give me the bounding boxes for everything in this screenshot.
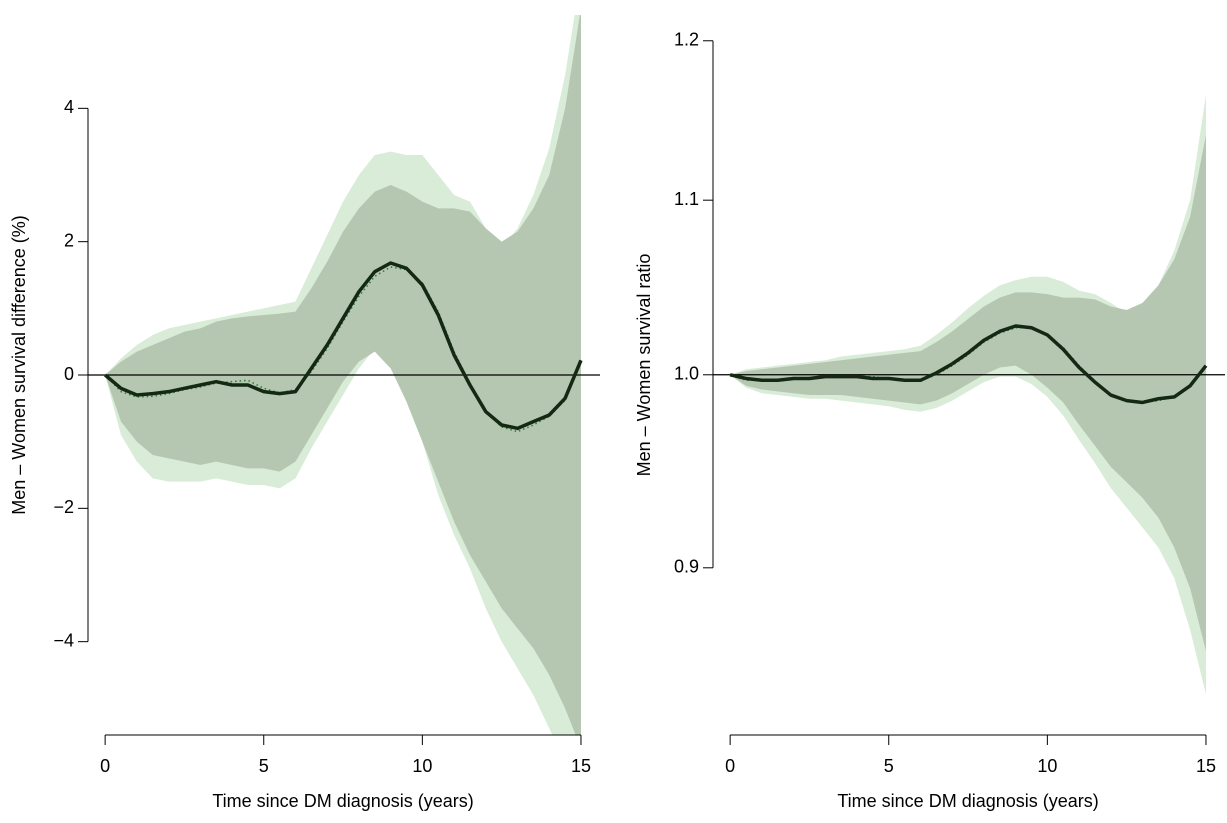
line [104, 261, 583, 431]
plot-area [713, 95, 1225, 695]
x-axis-label: Time since DM diagnosis (years) [212, 791, 473, 811]
x-tick-label: 15 [1196, 756, 1216, 776]
x-tick-label: 0 [725, 756, 735, 776]
x-tick-label: 5 [884, 756, 894, 776]
y-tick-label: 0 [64, 364, 74, 384]
x-tick-label: 10 [1037, 756, 1057, 776]
x-tick-label: 10 [412, 756, 432, 776]
y-tick-label: 1.2 [674, 30, 699, 50]
y-tick-label: 0.9 [674, 557, 699, 577]
y-tick-label: 1.0 [674, 364, 699, 384]
confidence-band [730, 134, 1206, 652]
x-tick-label: 15 [571, 756, 591, 776]
y-tick-label: 4 [64, 97, 74, 117]
y-axis-label: Men – Women survival difference (%) [9, 215, 29, 514]
x-axis-label: Time since DM diagnosis (years) [837, 791, 1098, 811]
line [729, 324, 1208, 405]
y-axis-label: Men – Women survival ratio [634, 254, 654, 477]
x-tick-label: 0 [100, 756, 110, 776]
y-tick-label: 1.1 [674, 189, 699, 209]
y-tick-label: 2 [64, 230, 74, 250]
plot-area [88, 15, 600, 735]
x-tick-label: 5 [259, 756, 269, 776]
y-tick-label: −4 [53, 630, 74, 650]
y-tick-label: −2 [53, 497, 74, 517]
